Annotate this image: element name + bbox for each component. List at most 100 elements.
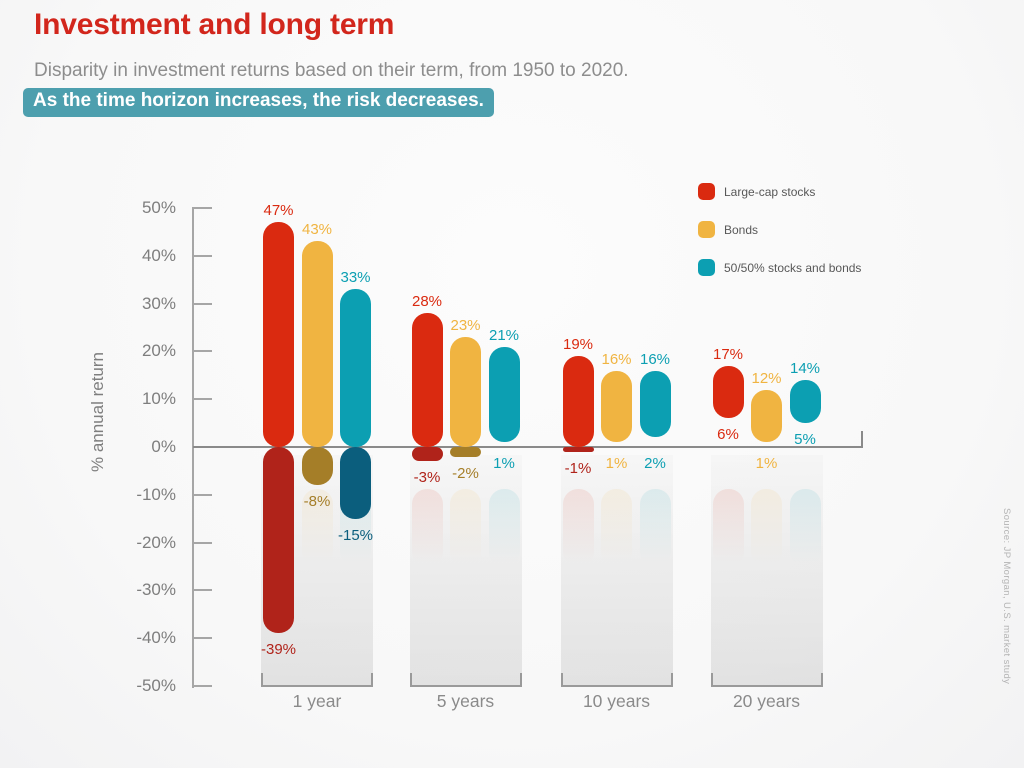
bar-min-value-label: 1% bbox=[493, 455, 515, 472]
bar-max-value-label: 33% bbox=[340, 269, 371, 287]
bar-min-value-label: 1% bbox=[605, 455, 628, 472]
legend-label: 50/50% stocks and bonds bbox=[724, 260, 862, 275]
y-axis-tick bbox=[193, 350, 212, 353]
x-axis-category-label: 20 years bbox=[732, 691, 801, 711]
bar-min-value-label: -8% bbox=[303, 493, 331, 511]
bar-reflection bbox=[751, 489, 782, 567]
group-background-column bbox=[560, 455, 673, 687]
bar-max-value-label: 17% bbox=[712, 345, 744, 363]
y-axis-tick-label: 0% bbox=[151, 437, 176, 456]
group-bracket bbox=[560, 673, 673, 687]
y-axis-tick bbox=[193, 398, 212, 401]
legend-item: Large-cap stocks bbox=[698, 183, 861, 200]
y-axis-tick-label: 30% bbox=[141, 293, 176, 313]
bar-reflection bbox=[639, 489, 671, 567]
bar-min-value-label: 5% bbox=[794, 431, 816, 449]
legend-swatch-icon bbox=[698, 183, 715, 200]
bar-positive-segment bbox=[340, 289, 371, 447]
bar-negative-segment bbox=[411, 447, 443, 462]
zero-baseline bbox=[193, 446, 863, 448]
y-axis-title: % annual return bbox=[88, 351, 107, 473]
y-axis-tick bbox=[193, 541, 212, 544]
bar-positive-segment bbox=[263, 222, 294, 447]
bar-max-value-label: 28% bbox=[411, 293, 443, 311]
subtitle: Disparity in investment returns based on… bbox=[34, 60, 629, 81]
source-note: Source: JP Morgan, U.S. market study bbox=[1001, 508, 1012, 685]
chart-legend: Large-cap stocks Bonds 50/50% stocks and b… bbox=[698, 183, 861, 297]
bar-negative-segment bbox=[301, 447, 333, 486]
y-axis-tick-label: 10% bbox=[141, 389, 176, 409]
y-axis-tick bbox=[193, 207, 212, 209]
bar-min-value-label: -15% bbox=[337, 526, 374, 544]
bar-positive-segment bbox=[562, 356, 594, 447]
bar-max-value-label: 23% bbox=[450, 317, 481, 335]
y-axis-tick-label: -50% bbox=[136, 676, 176, 695]
x-axis-category-label: 5 years bbox=[436, 691, 495, 711]
bar-reflection bbox=[562, 489, 594, 567]
y-axis-tick bbox=[193, 637, 212, 640]
bar-max-value-label: 16% bbox=[601, 350, 632, 368]
group-bracket bbox=[261, 673, 373, 687]
bar-positive-segment bbox=[712, 365, 744, 419]
highlight-note: As the time horizon increases, the risk … bbox=[23, 88, 494, 117]
bar-max-value-label: 19% bbox=[562, 336, 594, 354]
y-axis-tick bbox=[193, 302, 212, 305]
bar-negative-segment bbox=[263, 447, 294, 634]
bar-positive-segment bbox=[751, 389, 782, 443]
bar-min-value-label: -1% bbox=[564, 459, 592, 477]
bar-min-value-label: -2% bbox=[452, 464, 479, 482]
legend-item: Bonds bbox=[698, 221, 861, 238]
bar-positive-segment bbox=[450, 337, 481, 447]
y-axis-tick bbox=[193, 493, 212, 496]
bar-positive-segment bbox=[301, 241, 333, 447]
y-axis-tick bbox=[193, 589, 212, 592]
bar-negative-segment bbox=[562, 447, 594, 452]
bar-positive-segment bbox=[639, 370, 671, 438]
bar-negative-segment bbox=[450, 447, 481, 457]
page-title: Investment and long term bbox=[34, 8, 395, 41]
bar-min-value-label: 6% bbox=[717, 426, 739, 444]
y-axis-tick bbox=[193, 685, 212, 687]
zero-baseline-endcap bbox=[861, 431, 863, 448]
y-axis-tick-label: -20% bbox=[136, 532, 176, 552]
bar-min-value-label: -39% bbox=[260, 641, 297, 659]
bar-reflection bbox=[450, 489, 481, 567]
bar-reflection bbox=[789, 489, 821, 567]
bar-negative-segment bbox=[340, 447, 371, 519]
bar-max-value-label: 43% bbox=[301, 221, 333, 239]
bar-min-value-label: 1% bbox=[755, 455, 778, 472]
x-axis-category-label: 10 years bbox=[582, 691, 651, 711]
bar-reflection bbox=[488, 489, 520, 567]
bar-max-value-label: 14% bbox=[789, 360, 821, 378]
group-bracket bbox=[409, 673, 522, 687]
x-axis-category-label: 1 year bbox=[292, 691, 342, 711]
legend-swatch-icon bbox=[698, 221, 715, 238]
group-background-column bbox=[409, 455, 522, 687]
bar-positive-segment bbox=[411, 313, 443, 447]
y-axis-tick-label: -40% bbox=[136, 628, 176, 648]
bar-reflection bbox=[601, 489, 632, 567]
group-bracket bbox=[710, 673, 823, 687]
bar-max-value-label: 47% bbox=[263, 202, 294, 220]
bar-max-value-label: 16% bbox=[639, 350, 671, 368]
bar-reflection bbox=[301, 489, 333, 567]
y-axis-tick-label: 20% bbox=[141, 341, 176, 361]
bar-min-value-label: -3% bbox=[413, 469, 441, 487]
bar-positive-segment bbox=[488, 346, 520, 443]
y-axis-tick-label: -10% bbox=[136, 484, 176, 504]
bar-positive-segment bbox=[789, 380, 821, 424]
y-axis-tick-label: 50% bbox=[141, 198, 176, 217]
bar-positive-segment bbox=[601, 370, 632, 443]
bar-reflection bbox=[712, 489, 744, 567]
bar-max-value-label: 12% bbox=[751, 369, 782, 387]
y-axis-tick bbox=[193, 254, 212, 257]
legend-item: 50/50% stocks and bonds bbox=[698, 259, 861, 276]
legend-label: Large-cap stocks bbox=[724, 184, 816, 199]
y-axis-tick-label: 40% bbox=[141, 245, 176, 265]
bar-min-value-label: 2% bbox=[644, 455, 666, 472]
group-background-column bbox=[710, 455, 823, 687]
y-axis-tick-label: -30% bbox=[136, 580, 176, 600]
legend-label: Bonds bbox=[724, 222, 759, 237]
